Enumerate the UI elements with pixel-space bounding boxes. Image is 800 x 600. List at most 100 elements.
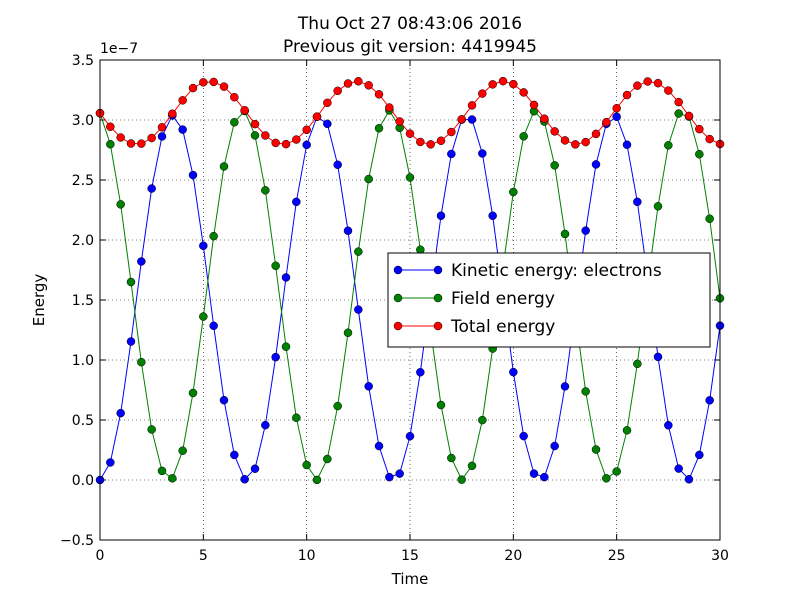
data-point xyxy=(591,445,601,454)
legend-swatch xyxy=(393,321,403,331)
chart-title: Thu Oct 27 08:43:06 2016 xyxy=(297,14,522,34)
data-point xyxy=(447,127,456,137)
data-point xyxy=(447,453,456,463)
data-point xyxy=(240,475,249,484)
data-point xyxy=(333,401,342,411)
data-point xyxy=(560,229,570,239)
y-tick-label: 3.0 xyxy=(72,113,94,129)
data-point xyxy=(333,160,342,170)
data-point xyxy=(199,78,208,87)
data-point xyxy=(292,197,301,207)
data-point xyxy=(343,79,353,88)
data-point xyxy=(436,400,446,410)
x-tick-label: 5 xyxy=(199,548,208,564)
x-tick-label: 15 xyxy=(401,548,419,564)
data-point xyxy=(695,124,704,134)
data-point xyxy=(405,431,415,441)
data-point xyxy=(106,139,115,149)
legend-swatch xyxy=(393,293,403,303)
data-point xyxy=(447,149,456,159)
data-point xyxy=(519,88,528,97)
data-point xyxy=(395,469,404,478)
data-point xyxy=(323,119,332,129)
data-point xyxy=(695,149,704,159)
data-point xyxy=(302,140,311,150)
data-point xyxy=(519,132,528,141)
data-point xyxy=(147,133,156,143)
data-point xyxy=(168,474,177,483)
data-point xyxy=(560,136,570,145)
y-tick-label: 1.5 xyxy=(72,293,94,309)
data-point xyxy=(271,138,280,148)
data-point xyxy=(354,76,363,86)
data-point xyxy=(126,337,136,346)
data-point xyxy=(271,261,280,271)
data-point xyxy=(467,101,477,110)
data-point xyxy=(591,160,601,169)
x-tick-label: 30 xyxy=(711,548,729,564)
data-point xyxy=(230,118,239,127)
data-point xyxy=(457,475,466,484)
data-point xyxy=(178,125,187,134)
data-point xyxy=(633,197,642,207)
data-point xyxy=(519,431,528,441)
data-point xyxy=(323,98,332,108)
data-point xyxy=(705,214,714,224)
data-point xyxy=(116,133,125,142)
data-point xyxy=(612,103,621,113)
data-point xyxy=(664,86,673,95)
data-point xyxy=(137,357,146,367)
data-point xyxy=(612,467,621,476)
data-point xyxy=(219,82,229,91)
data-point xyxy=(230,92,239,102)
data-point xyxy=(529,100,539,110)
y-tick-label: 0.5 xyxy=(72,413,94,429)
data-point xyxy=(478,415,487,425)
data-point xyxy=(364,81,373,90)
data-point xyxy=(509,367,518,377)
data-point xyxy=(529,469,539,478)
data-point xyxy=(643,77,652,86)
legend-swatch xyxy=(433,265,443,275)
data-point xyxy=(178,446,187,455)
data-point xyxy=(199,241,208,251)
data-point xyxy=(250,464,260,473)
data-point xyxy=(302,125,311,135)
data-point xyxy=(343,328,353,338)
data-point xyxy=(261,131,270,140)
data-point xyxy=(436,211,446,221)
data-point xyxy=(550,441,559,451)
data-point xyxy=(354,305,363,314)
data-point xyxy=(684,111,694,121)
data-point xyxy=(250,131,260,140)
data-point xyxy=(281,342,291,351)
data-point xyxy=(188,388,198,398)
data-point xyxy=(230,450,239,460)
data-point xyxy=(374,90,384,99)
data-point xyxy=(478,89,487,98)
y-tick-label: 1.0 xyxy=(72,353,94,369)
data-point xyxy=(281,273,291,282)
data-point xyxy=(261,186,270,195)
y-tick-label: 3.5 xyxy=(72,53,94,69)
x-tick-label: 0 xyxy=(96,548,105,564)
data-point xyxy=(292,413,301,422)
data-point xyxy=(560,382,570,391)
data-point xyxy=(550,161,559,170)
data-point xyxy=(705,134,714,144)
data-point xyxy=(405,129,415,138)
data-point xyxy=(292,135,301,144)
data-point xyxy=(653,202,663,211)
data-point xyxy=(261,420,270,430)
data-point xyxy=(147,184,156,193)
y-tick-label: 2.0 xyxy=(72,233,94,249)
data-point xyxy=(126,139,136,148)
data-point xyxy=(385,472,394,482)
legend-label: Field energy xyxy=(451,289,555,309)
data-point xyxy=(591,129,601,139)
data-point xyxy=(209,77,218,87)
data-point xyxy=(664,141,673,150)
data-point xyxy=(416,367,425,377)
data-point xyxy=(157,132,167,141)
data-point xyxy=(271,352,280,362)
